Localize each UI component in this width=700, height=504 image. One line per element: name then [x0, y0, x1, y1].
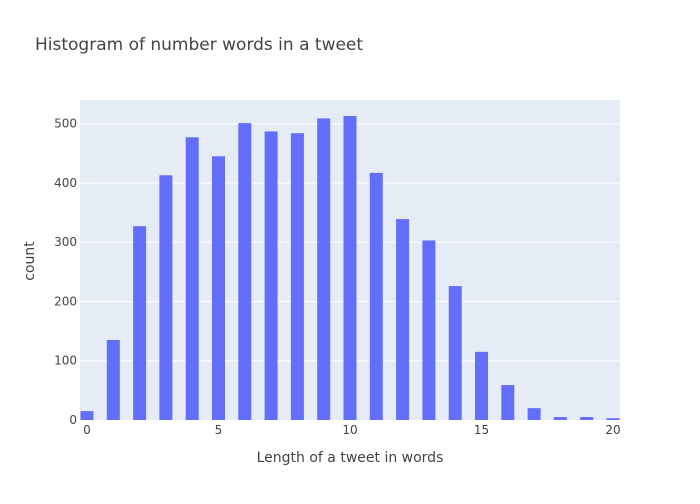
histogram-bar: [185, 137, 199, 420]
histogram-bar: [580, 417, 594, 420]
histogram-bar: [422, 240, 436, 420]
histogram-bar: [264, 131, 278, 420]
histogram-bar: [527, 408, 541, 420]
y-axis-title: count: [22, 241, 38, 281]
y-tick-label: 100: [54, 354, 77, 368]
x-axis-title: Length of a tweet in words: [257, 450, 444, 466]
histogram-bar: [448, 286, 462, 420]
histogram-bar: [501, 385, 515, 420]
y-tick-label: 500: [54, 117, 77, 131]
histogram-bar: [290, 133, 304, 420]
histogram-bar: [317, 118, 331, 421]
x-tick-label: 15: [474, 423, 489, 437]
histogram-bar: [606, 418, 620, 420]
histogram-bar: [369, 172, 383, 420]
y-tick-label: 200: [54, 294, 77, 308]
x-tick-label: 0: [83, 423, 91, 437]
y-axis-ticks: 0 100 200 300 400 500: [54, 117, 77, 427]
histogram-bar: [238, 123, 252, 421]
histogram-bar: [212, 156, 225, 421]
y-tick-label: 0: [69, 413, 77, 427]
histogram-bar: [475, 351, 488, 420]
chart-title: Histogram of number words in a tweet: [35, 35, 363, 55]
histogram-bar: [553, 417, 567, 420]
histogram-bar: [106, 340, 120, 420]
histogram-bar: [133, 226, 147, 420]
x-tick-label: 5: [215, 423, 223, 437]
histogram-bar: [80, 411, 94, 420]
histogram-bar: [159, 175, 173, 420]
x-tick-label: 20: [605, 423, 620, 437]
y-tick-label: 300: [54, 235, 77, 249]
histogram-bar: [343, 116, 357, 420]
bars-layer: [80, 116, 620, 421]
histogram-bar: [396, 219, 410, 420]
y-tick-label: 400: [54, 176, 77, 190]
x-axis-ticks: 0 5 10 15 20: [83, 423, 620, 437]
x-tick-label: 10: [342, 423, 357, 437]
